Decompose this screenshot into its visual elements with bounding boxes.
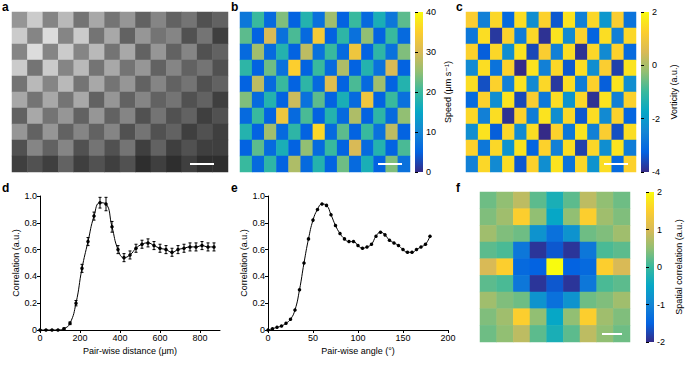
svg-text:20: 20	[426, 87, 436, 97]
svg-text:Spatial correlation (a.u.): Spatial correlation (a.u.)	[674, 219, 684, 315]
svg-text:a: a	[2, 0, 9, 14]
svg-text:0: 0	[426, 167, 431, 177]
svg-text:0.6: 0.6	[252, 245, 265, 255]
svg-text:10: 10	[426, 127, 436, 137]
svg-text:d: d	[2, 181, 9, 195]
svg-text:-1: -1	[657, 300, 665, 310]
svg-text:c: c	[456, 0, 463, 14]
svg-text:-4: -4	[652, 167, 660, 177]
svg-text:1: 1	[657, 225, 662, 235]
svg-text:2: 2	[652, 7, 657, 17]
svg-text:Speed (μm s⁻¹): Speed (μm s⁻¹)	[443, 61, 453, 123]
svg-text:1.0: 1.0	[252, 191, 265, 201]
svg-text:Vorticity (a.u.): Vorticity (a.u.)	[669, 64, 679, 119]
svg-text:Correlation (a.u.): Correlation (a.u.)	[11, 229, 21, 297]
svg-text:b: b	[231, 0, 238, 14]
svg-text:Pair-wise distance (μm): Pair-wise distance (μm)	[83, 346, 177, 356]
svg-text:200: 200	[440, 333, 455, 343]
svg-text:1.0: 1.0	[24, 191, 37, 201]
svg-text:0: 0	[265, 333, 270, 343]
svg-text:100: 100	[350, 333, 365, 343]
svg-text:0.8: 0.8	[24, 218, 37, 228]
svg-text:600: 600	[152, 333, 167, 343]
svg-text:400: 400	[112, 333, 127, 343]
svg-text:0.8: 0.8	[252, 218, 265, 228]
svg-text:40: 40	[426, 7, 436, 17]
svg-text:0.6: 0.6	[24, 245, 37, 255]
svg-text:50: 50	[308, 333, 318, 343]
svg-text:800: 800	[192, 333, 207, 343]
svg-text:Correlation (a.u.): Correlation (a.u.)	[239, 229, 249, 297]
svg-text:-2: -2	[657, 337, 665, 347]
svg-text:30: 30	[426, 47, 436, 57]
svg-text:-2: -2	[652, 114, 660, 124]
svg-text:0: 0	[260, 325, 265, 335]
svg-text:Pair-wise angle (°): Pair-wise angle (°)	[321, 346, 395, 356]
svg-text:200: 200	[72, 333, 87, 343]
svg-text:0: 0	[32, 325, 37, 335]
svg-text:0.2: 0.2	[24, 298, 37, 308]
svg-text:150: 150	[395, 333, 410, 343]
svg-text:0: 0	[657, 262, 662, 272]
svg-text:0: 0	[652, 60, 657, 70]
svg-text:0.4: 0.4	[24, 271, 37, 281]
svg-text:0: 0	[37, 333, 42, 343]
svg-text:e: e	[231, 181, 238, 195]
svg-text:f: f	[456, 181, 461, 195]
svg-text:2: 2	[657, 187, 662, 197]
svg-text:0.4: 0.4	[252, 271, 265, 281]
svg-text:0.2: 0.2	[252, 298, 265, 308]
